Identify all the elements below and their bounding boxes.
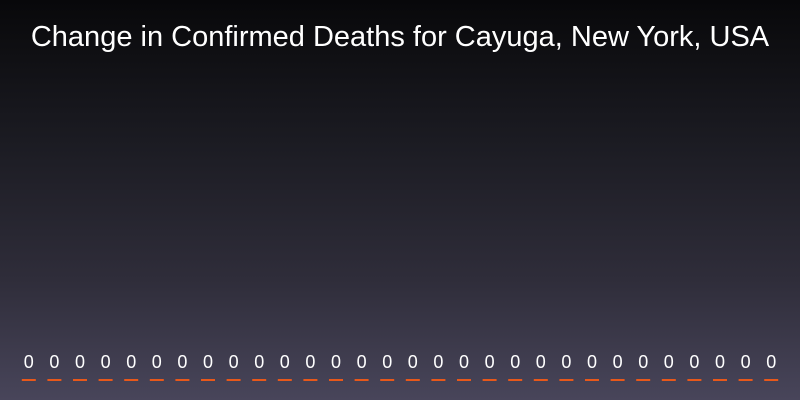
bar-value-label-6: 0 — [152, 352, 162, 372]
bar-28 — [713, 379, 727, 381]
bar-13 — [329, 379, 343, 381]
bar-value-label-13: 0 — [331, 352, 341, 372]
bar-value-label-28: 0 — [715, 352, 725, 372]
bar-value-label-22: 0 — [561, 352, 571, 372]
bar-27 — [687, 379, 702, 381]
bar-24 — [610, 379, 625, 381]
bar-30 — [764, 379, 779, 381]
bar-value-label-5: 0 — [126, 352, 136, 372]
bar-19 — [482, 379, 497, 381]
bar-17 — [431, 379, 446, 381]
bar-value-label-18: 0 — [459, 352, 469, 372]
bar-10 — [252, 379, 267, 381]
bar-20 — [508, 379, 523, 381]
bar-value-label-9: 0 — [229, 352, 239, 372]
bar-23 — [585, 379, 599, 381]
bar-value-label-14: 0 — [357, 352, 367, 372]
bar-21 — [533, 379, 548, 381]
bar-26 — [661, 379, 676, 381]
bar-value-label-3: 0 — [75, 352, 85, 372]
bar-29 — [738, 379, 753, 381]
bar-value-label-10: 0 — [254, 352, 264, 372]
bar-14 — [354, 379, 369, 381]
bar-9 — [226, 379, 241, 381]
bar-12 — [303, 379, 318, 381]
bar-value-label-19: 0 — [485, 352, 495, 372]
bar-7 — [175, 379, 190, 381]
bar-1 — [21, 379, 36, 381]
bar-8 — [201, 379, 215, 381]
bar-16 — [405, 379, 420, 381]
bar-value-label-29: 0 — [741, 352, 751, 372]
bar-value-label-17: 0 — [433, 352, 443, 372]
bar-5 — [124, 379, 139, 381]
bar-2 — [47, 379, 62, 381]
bar-11 — [277, 379, 292, 381]
bar-value-label-4: 0 — [101, 352, 111, 372]
bar-value-label-20: 0 — [510, 352, 520, 372]
bar-value-label-15: 0 — [382, 352, 392, 372]
bar-value-label-24: 0 — [613, 352, 623, 372]
bar-value-label-11: 0 — [280, 352, 290, 372]
bar-value-label-8: 0 — [203, 352, 213, 372]
bar-value-label-25: 0 — [638, 352, 648, 372]
bar-value-label-12: 0 — [305, 352, 315, 372]
bar-15 — [380, 379, 395, 381]
bar-4 — [98, 379, 113, 381]
bar-value-label-1: 0 — [24, 352, 34, 372]
bar-22 — [559, 379, 574, 381]
bar-value-label-7: 0 — [177, 352, 187, 372]
bar-value-label-26: 0 — [664, 352, 674, 372]
chart-title: Change in Confirmed Deaths for Cayuga, N… — [30, 21, 770, 53]
bar-value-label-16: 0 — [408, 352, 418, 372]
bar-18 — [457, 379, 471, 381]
bar-value-label-30: 0 — [766, 352, 776, 372]
bar-value-label-23: 0 — [587, 352, 597, 372]
bar-value-label-21: 0 — [536, 352, 546, 372]
bar-value-label-2: 0 — [49, 352, 59, 372]
bar-3 — [73, 379, 87, 381]
bar-25 — [636, 379, 651, 381]
bar-value-label-27: 0 — [689, 352, 699, 372]
bar-6 — [149, 379, 164, 381]
